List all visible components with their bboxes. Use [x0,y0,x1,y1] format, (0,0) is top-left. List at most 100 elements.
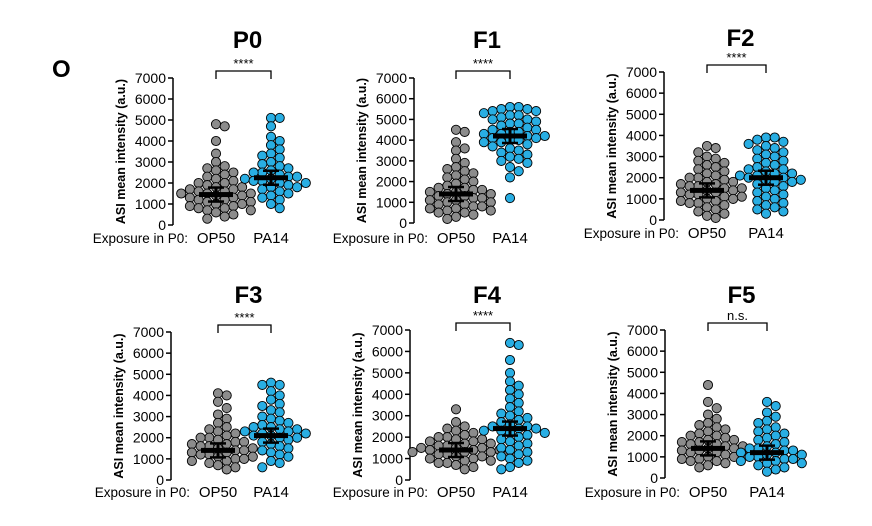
data-point-op50 [212,426,224,437]
data-point-op50 [719,166,730,177]
data-point-pa14 [257,159,268,170]
data-point-pa14 [496,104,507,115]
data-point-pa14 [504,151,516,162]
x-category-label: OP50 [197,230,235,247]
chart-title: P0 [233,27,262,54]
data-point-op50 [184,192,195,203]
data-point-op50 [212,417,224,428]
data-point-op50 [702,426,714,437]
data-point-pa14 [274,152,285,163]
data-point-pa14 [752,204,763,215]
data-point-op50 [719,191,730,202]
data-point-op50 [204,458,215,469]
data-point-op50 [736,191,747,202]
data-point-op50 [407,447,418,458]
data-point-op50 [210,207,222,218]
data-point-pa14 [531,133,542,144]
data-point-pa14 [274,407,285,418]
data-point-pa14 [760,132,772,143]
data-point-op50 [442,423,453,434]
y-tick-label: 5000 [627,364,658,380]
data-point-op50 [693,206,704,217]
data-point-op50 [468,453,479,464]
data-point-op50 [204,432,215,443]
exposure-label: Exposure in P0: [333,231,428,246]
data-point-op50 [186,447,197,458]
data-point-op50 [468,436,479,447]
data-point-pa14 [769,159,780,171]
data-point-op50 [720,424,731,435]
data-point-op50 [228,209,239,220]
data-point-pa14 [265,131,277,142]
data-point-pa14 [531,106,542,117]
data-point-pa14 [522,455,533,466]
data-point-pa14 [769,202,780,213]
data-point-pa14 [513,166,524,177]
y-tick-label: 2000 [135,175,166,191]
y-tick-label: 2000 [133,430,164,446]
data-point-pa14 [274,112,285,123]
x-category-label: PA14 [253,230,289,247]
data-point-pa14 [760,191,772,202]
y-tick-label: 7000 [135,70,166,86]
data-point-op50 [212,409,224,420]
data-point-pa14 [787,168,798,179]
data-point-op50 [468,176,479,187]
data-point-op50 [219,203,230,214]
x-category-label: PA14 [749,484,785,501]
data-point-pa14 [496,464,507,475]
data-point-pa14 [513,432,524,443]
data-point-op50 [212,396,224,407]
data-point-pa14 [513,406,524,417]
data-point-pa14 [292,182,303,193]
data-point-pa14 [274,161,285,172]
data-point-op50 [728,193,739,204]
x-category-label: OP50 [199,484,237,501]
data-point-pa14 [504,193,516,204]
data-point-pa14 [760,208,772,219]
data-point-op50 [416,442,427,453]
data-point-pa14 [522,438,533,449]
data-point-op50 [210,165,222,176]
data-point-pa14 [513,414,524,426]
data-point-op50 [459,464,470,475]
data-point-pa14 [257,462,268,473]
data-point-pa14 [504,354,516,366]
chart-title: F2 [726,25,754,52]
y-tick-label: 1000 [133,451,164,467]
data-point-pa14 [513,449,524,460]
data-point-pa14 [734,170,745,181]
data-point-op50 [442,457,453,468]
data-point-pa14 [513,153,524,164]
data-point-pa14 [779,428,790,439]
data-point-op50 [694,462,705,473]
y-axis-label: ASI mean intensity (a.u.) [606,331,620,476]
data-point-op50 [694,428,705,439]
data-point-op50 [459,207,470,218]
data-point-op50 [459,157,470,168]
data-point-op50 [693,147,704,158]
data-point-op50 [184,184,195,195]
data-point-op50 [702,460,714,471]
data-point-op50 [210,135,222,147]
data-point-op50 [685,456,696,467]
significance-bracket [455,70,511,79]
y-tick-label: 6000 [372,343,403,359]
y-axis-label: ASI mean intensity (a.u.) [355,78,369,223]
data-point-pa14 [753,426,764,437]
significance-bracket [706,64,767,73]
data-point-op50 [693,172,704,183]
data-point-op50 [193,203,204,214]
data-point-op50 [219,121,230,132]
exposure-label: Exposure in P0: [93,231,188,246]
data-point-pa14 [265,112,277,123]
data-point-pa14 [522,104,533,115]
data-point-op50 [675,179,686,190]
data-point-pa14 [292,424,303,435]
data-point-op50 [450,162,462,173]
data-point-op50 [693,198,704,209]
data-point-pa14 [292,432,303,443]
data-point-op50 [710,170,721,181]
data-point-op50 [230,453,241,464]
data-point-op50 [675,195,686,207]
